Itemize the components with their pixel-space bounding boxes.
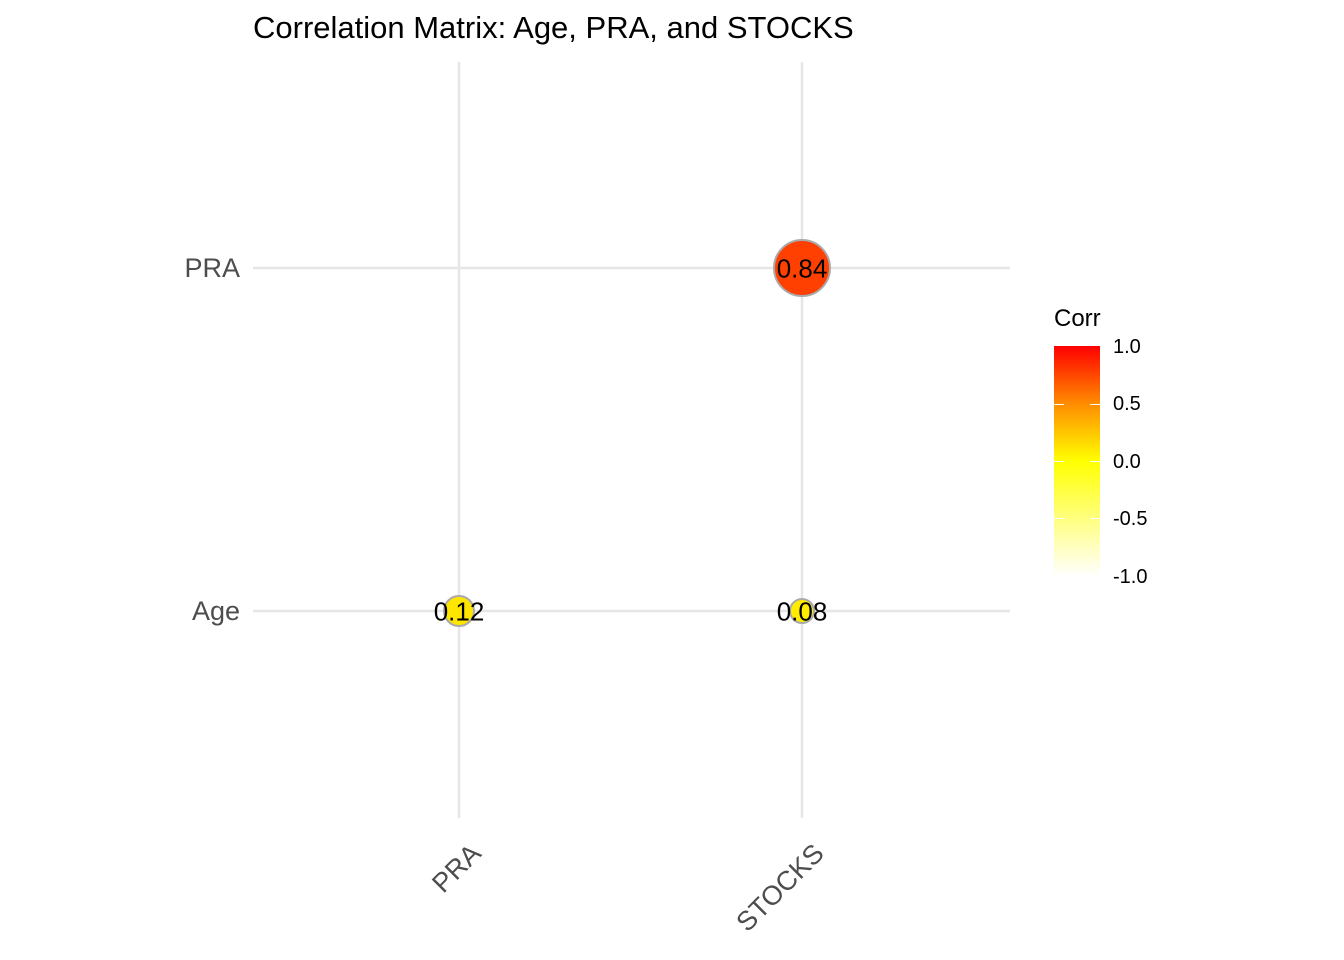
cell-label-stocks-age: 0.08 [776, 596, 828, 627]
legend-label-neg0.5: -0.5 [1113, 508, 1148, 530]
cell-circle-stocks-age [789, 598, 815, 624]
y-axis-label-pra: PRA [184, 253, 240, 283]
cell-label-pra-age: 0.12 [433, 596, 485, 627]
legend-tick [1090, 518, 1100, 519]
chart-title: Correlation Matrix: Age, PRA, and STOCKS [253, 10, 854, 45]
legend-tick [1054, 518, 1064, 519]
legend-tick [1054, 461, 1064, 462]
y-axis-label-age: Age [191, 596, 240, 626]
legend-label-1: 1.0 [1113, 336, 1141, 358]
legend-label-0: 0.0 [1113, 451, 1141, 473]
cell-circle-pra-age [443, 595, 475, 627]
cell-label-stocks-pra: 0.84 [776, 253, 828, 284]
legend-label-0.5: 0.5 [1113, 393, 1141, 415]
legend-title: Corr [1054, 305, 1101, 332]
legend-tick [1054, 404, 1064, 405]
grid-lines [253, 62, 1010, 818]
legend-tick [1090, 461, 1100, 462]
legend-label-neg1: -1.0 [1113, 566, 1148, 588]
legend-tick [1090, 404, 1100, 405]
cell-circle-stocks-pra [773, 239, 831, 297]
